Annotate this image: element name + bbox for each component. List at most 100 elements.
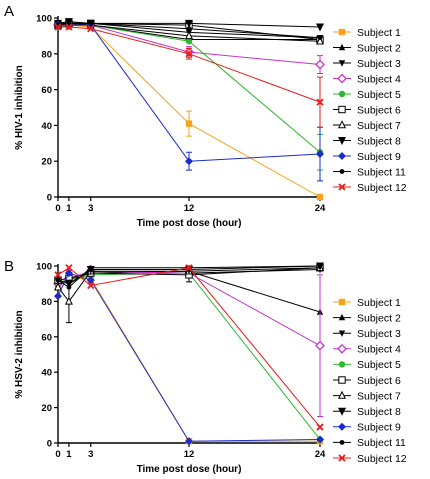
legend-entry: Subject 2: [333, 312, 401, 324]
data-point: [316, 98, 324, 106]
legend-label: Subject 12: [357, 453, 407, 465]
legend-label: Subject 2: [357, 312, 401, 324]
legend-entry: Subject 5: [333, 89, 401, 101]
legend-label: Subject 1: [357, 27, 401, 39]
data-point: [88, 265, 94, 271]
y-tick-label: 80: [41, 297, 52, 308]
x-tick-label: 1: [66, 203, 72, 214]
legend-label: Subject 9: [357, 422, 401, 434]
x-tick-label: 24: [315, 449, 326, 460]
data-point: [316, 423, 324, 431]
legend-marker: [338, 43, 346, 51]
data-point: [316, 193, 324, 201]
x-tick-label: 3: [88, 449, 93, 460]
legend-label: Subject 12: [357, 182, 407, 194]
legend-label: Subject 5: [357, 89, 401, 101]
data-point: [64, 280, 73, 289]
legend-entry: Subject 1: [333, 27, 401, 39]
y-tick-label: 20: [41, 403, 52, 414]
legend-label: Subject 7: [357, 390, 401, 402]
data-point: [185, 19, 193, 28]
panel-letter: A: [4, 3, 14, 20]
legend-entry: Subject 12: [333, 453, 407, 465]
legend-marker: [338, 454, 346, 462]
data-point: [186, 26, 192, 32]
series-line: [57, 272, 321, 440]
legend-entry: Subject 4: [333, 344, 401, 356]
y-axis-title: % HSV-2 inhibition: [14, 310, 25, 398]
y-tick-label: 80: [41, 49, 52, 60]
data-point: [315, 340, 325, 351]
y-tick-label: 100: [36, 262, 52, 273]
y-tick-label: 60: [41, 332, 52, 343]
legend-marker: [338, 28, 346, 36]
y-tick-label: 60: [41, 85, 52, 96]
legend-entry: Subject 4: [333, 73, 401, 85]
legend-label: Subject 6: [357, 104, 401, 116]
legend-label: Subject 8: [357, 406, 401, 418]
x-tick-label: 12: [184, 449, 195, 460]
data-point: [64, 269, 73, 278]
legend-label: Subject 1: [357, 297, 401, 309]
y-tick-label: 40: [41, 121, 52, 132]
data-point: [185, 264, 193, 272]
legend-marker: [338, 313, 346, 321]
data-point: [317, 35, 323, 41]
legend-marker: [338, 152, 346, 160]
legend-entry: Subject 7: [333, 390, 401, 402]
data-point: [87, 25, 95, 33]
series-line: [58, 24, 321, 162]
y-tick-label: 100: [36, 14, 52, 25]
x-axis-title: Time post dose (hour): [137, 218, 242, 229]
data-point: [315, 36, 325, 45]
series-subject-12: [54, 23, 324, 128]
legend-marker: [338, 137, 346, 145]
data-point: [316, 435, 324, 444]
data-point: [185, 437, 193, 446]
legend-entry: Subject 12: [333, 182, 407, 194]
data-point: [53, 282, 63, 291]
data-point: [55, 277, 61, 283]
legend-entry: Subject 6: [333, 375, 401, 387]
legend-marker: [338, 422, 346, 431]
data-point: [185, 50, 193, 58]
legend-marker: [339, 169, 345, 174]
legend-marker: [338, 105, 346, 114]
series-line: [57, 272, 321, 442]
series-subject-5: [54, 269, 324, 443]
legend-label: Subject 5: [357, 359, 401, 371]
legend-entry: Subject 11: [333, 437, 406, 449]
legend-entry: Subject 8: [333, 135, 401, 147]
data-point: [86, 276, 95, 285]
legend-marker: [338, 60, 346, 67]
x-tick-label: 0: [55, 203, 60, 214]
legend-marker: [338, 330, 346, 337]
legend-entry: Subject 3: [333, 328, 401, 340]
data-point: [88, 20, 94, 26]
series-subject-12: [54, 264, 324, 431]
x-tick-label: 3: [88, 203, 93, 214]
data-point: [185, 157, 193, 166]
legend-marker: [339, 440, 345, 445]
x-tick-label: 0: [55, 449, 60, 460]
data-point: [185, 38, 193, 45]
series-subject-9: [54, 269, 324, 446]
x-axis-title: Time post dose (hour): [137, 464, 242, 475]
legend-label: Subject 11: [357, 437, 406, 449]
y-tick-label: 20: [41, 157, 52, 168]
x-tick-label: 12: [184, 203, 195, 214]
series-subject-9: [54, 21, 324, 182]
legend-label: Subject 3: [357, 328, 401, 340]
y-axis-title: % HIV-1 inhibition: [14, 65, 25, 149]
legend-marker: [338, 376, 346, 384]
x-tick-label: 24: [315, 203, 326, 214]
data-point: [54, 292, 62, 301]
legend-label: Subject 4: [357, 73, 401, 85]
data-point: [54, 23, 62, 31]
legend-entry: Subject 8: [333, 406, 401, 418]
data-point: [65, 264, 73, 272]
series-line: [57, 277, 320, 442]
